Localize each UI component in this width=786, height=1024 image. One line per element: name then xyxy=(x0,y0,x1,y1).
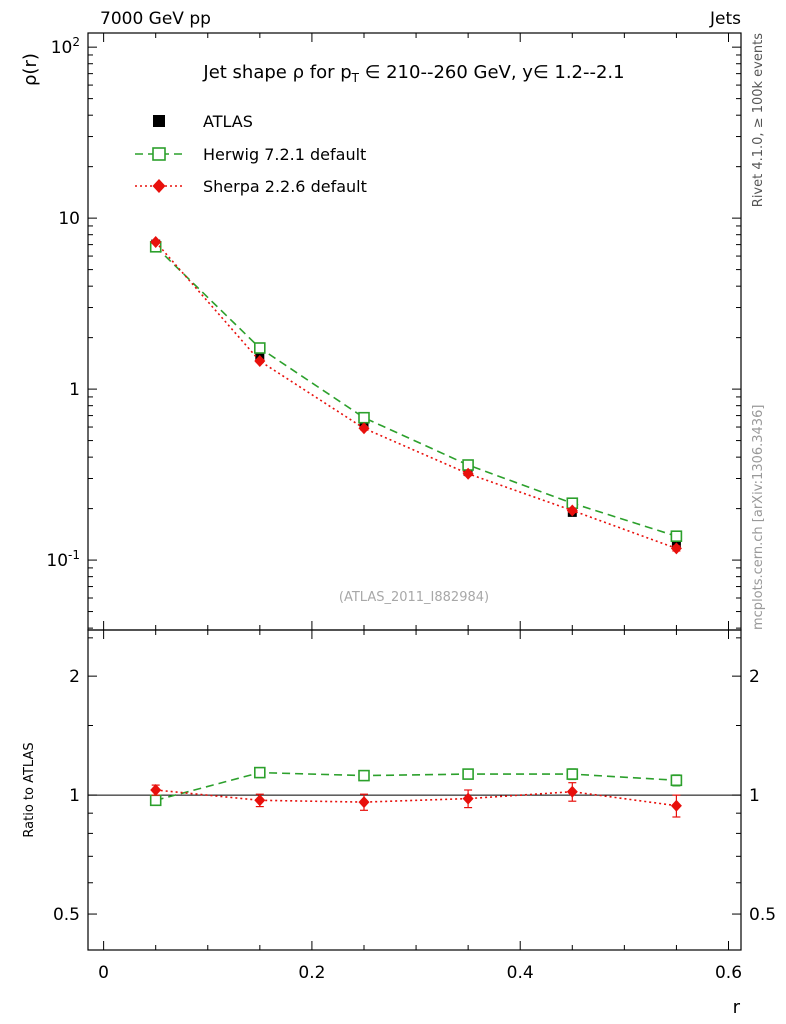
data-point xyxy=(254,342,266,354)
legend-label-sherpa: Sherpa 2.2.6 default xyxy=(203,177,367,196)
rivet-version-note: Rivet 4.1.0, ≥ 100k events xyxy=(751,33,766,207)
series-line xyxy=(155,246,677,537)
data-point xyxy=(462,792,474,805)
data-point xyxy=(566,785,578,798)
ratio-tick-label-left: 0.5 xyxy=(53,905,80,925)
x-tick-label: 0.4 xyxy=(507,963,534,983)
data-point xyxy=(254,355,266,367)
axis-tick-labels: 0 0.2 0.4 0.6 102 10 1 10-1 2 2 1 1 0.5 0.5 xyxy=(46,35,776,983)
series-atlas xyxy=(151,239,681,548)
y-tick-label: 102 xyxy=(51,35,80,58)
analysis-group-label: Jets xyxy=(709,9,741,29)
legend-marker-atlas-icon xyxy=(153,115,165,127)
data-series-layer xyxy=(88,236,741,818)
legend-marker-sherpa-icon xyxy=(152,179,166,193)
ratio-panel-frame xyxy=(87,629,742,951)
data-point xyxy=(149,794,162,807)
series-sherpa-2-2-6-default xyxy=(150,236,682,818)
ratio-tick-label-right: 2 xyxy=(749,667,760,687)
generated-plot-layers: 0 0.2 0.4 0.6 102 10 1 10-1 2 2 1 1 0.5 0.5 xyxy=(46,32,776,983)
x-tick-label: 0.6 xyxy=(715,963,742,983)
data-point xyxy=(670,530,683,543)
data-point xyxy=(254,766,266,779)
data-point xyxy=(150,236,162,248)
ratio-tick-label-right: 0.5 xyxy=(749,905,776,925)
data-point xyxy=(254,794,266,807)
y-axis-title-main: ρ(r) xyxy=(20,53,41,86)
series-line xyxy=(155,771,677,802)
ratio-tick-label-left: 2 xyxy=(69,667,80,687)
legend-label-herwig: Herwig 7.2.1 default xyxy=(203,145,366,164)
data-point xyxy=(358,769,370,782)
x-tick-label: 0 xyxy=(98,963,109,983)
data-point xyxy=(358,422,370,435)
data-point xyxy=(462,768,474,780)
data-point xyxy=(358,796,370,809)
y-tick-label: 1 xyxy=(69,380,80,400)
y-axis-title-ratio: Ratio to ATLAS xyxy=(22,742,37,837)
legend-label-atlas: ATLAS xyxy=(203,112,253,131)
series-herwig-7-2-1-default xyxy=(149,241,683,807)
legend: ATLAS Herwig 7.2.1 default Sherpa 2.2.6 … xyxy=(135,112,367,196)
x-axis-title: r xyxy=(733,997,741,1018)
y-tick-label: 10-1 xyxy=(46,548,80,571)
data-point xyxy=(566,504,578,517)
plot-title-subscript: T xyxy=(351,71,360,85)
plot-title-pre: Jet shape ρ for p xyxy=(202,62,351,83)
axis-ticks xyxy=(88,33,741,950)
analysis-id-watermark: (ATLAS_2011_I882984) xyxy=(339,590,489,605)
ratio-tick-label-left: 1 xyxy=(69,786,80,806)
data-point xyxy=(150,784,162,796)
data-point xyxy=(358,411,370,424)
data-point xyxy=(670,774,683,787)
ratio-tick-label-right: 1 xyxy=(749,786,760,806)
plot-title: Jet shape ρ for pT ∈ 210--260 GeV, y∈ 1.… xyxy=(202,62,624,85)
data-point xyxy=(670,542,682,555)
x-tick-label: 0.2 xyxy=(298,963,325,983)
series-line xyxy=(155,789,677,807)
data-point xyxy=(566,768,579,780)
data-point xyxy=(462,467,474,480)
series-line xyxy=(155,241,677,550)
main-panel-frame xyxy=(87,32,742,631)
y-tick-label: 10 xyxy=(58,209,80,229)
panel-frames xyxy=(87,32,742,951)
legend-marker-herwig-icon xyxy=(152,147,166,161)
mcplots-arxiv-note: mcplots.cern.ch [arXiv:1306.3436] xyxy=(751,405,766,630)
beam-energy-label: 7000 GeV pp xyxy=(100,9,211,29)
plot-title-post: ∈ 210--260 GeV, y∈ 1.2--2.1 xyxy=(359,62,625,83)
data-point xyxy=(670,799,682,812)
